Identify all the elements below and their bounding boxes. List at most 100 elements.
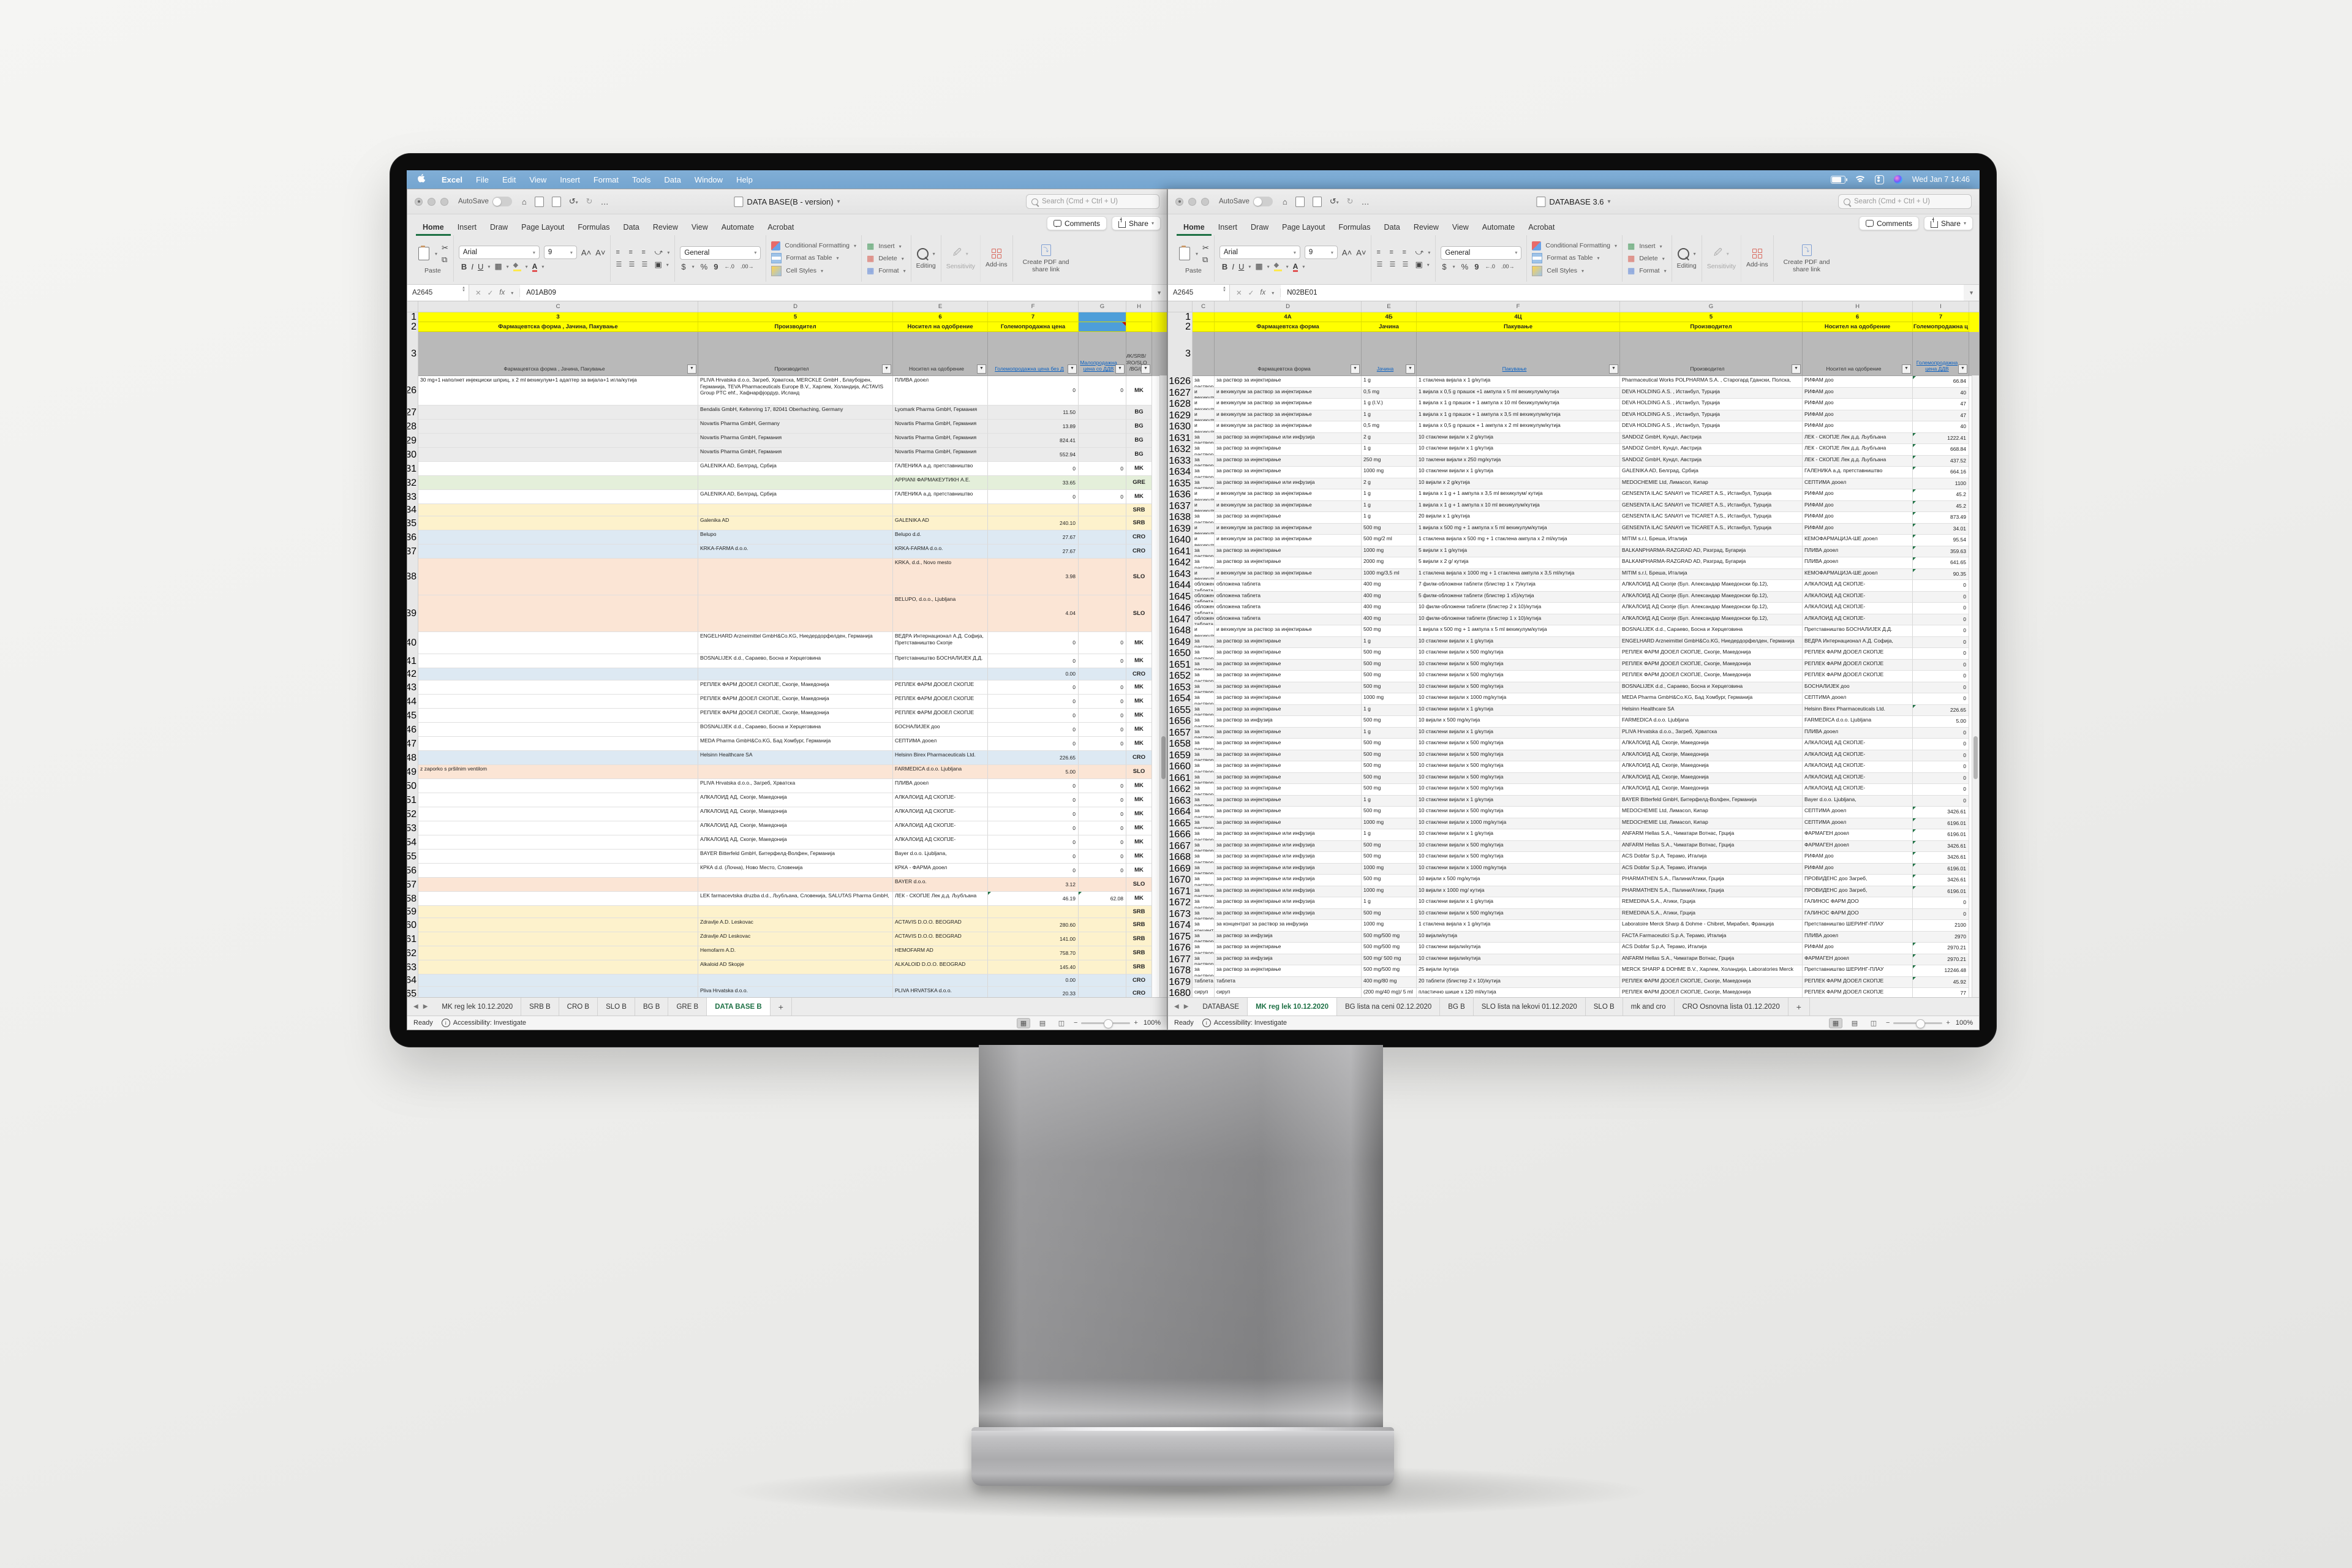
cell[interactable] — [1079, 765, 1126, 779]
cell[interactable]: за раствор за инјектирање — [1193, 772, 1215, 784]
cell[interactable]: 6196.01 — [1913, 863, 1969, 875]
cell[interactable]: 5 филм-обложени таблети (блистер 1 х5)/к… — [1417, 591, 1620, 603]
cell[interactable]: за раствор за инјектирање — [1215, 693, 1362, 705]
cell[interactable]: за раствор за инјектирање — [1215, 784, 1362, 796]
cell[interactable]: MK — [1126, 793, 1152, 807]
menu-item-insert[interactable]: Insert — [560, 175, 580, 184]
cell[interactable]: 500 mg — [1362, 671, 1417, 682]
cell[interactable]: Galenika AD — [698, 516, 893, 530]
normal-view-button[interactable]: ▦ — [1016, 1017, 1030, 1028]
cell[interactable]: 4Б — [1362, 312, 1417, 322]
cell[interactable] — [418, 918, 698, 932]
cell[interactable]: за раствор за инјектирање — [1215, 772, 1362, 784]
cell[interactable]: BAYER Bitterfeld GmbH, Битерфелд-Волфен,… — [698, 850, 893, 864]
battery-icon[interactable] — [1830, 175, 1847, 184]
cell[interactable]: 0 — [1913, 580, 1969, 592]
cell[interactable]: ENGELHARD Arzneimittel GmbH&Co.KG, Ниеде… — [1620, 636, 1803, 648]
sheet-next-icon[interactable]: ▶ — [1183, 1003, 1189, 1010]
increase-decimal-icon[interactable]: ←.0 — [724, 263, 734, 270]
row-header[interactable]: 1678 — [1168, 965, 1193, 977]
search-input[interactable]: Search (Cmd + Ctrl + U) — [1026, 194, 1159, 209]
cell[interactable]: 0 — [1079, 723, 1126, 737]
cell[interactable]: за раствор за инјектирање — [1215, 467, 1362, 478]
cell[interactable]: РИФАМ доо — [1803, 399, 1913, 410]
row-header[interactable]: 1659 — [407, 906, 418, 918]
cell[interactable]: BG — [1126, 405, 1152, 420]
cell-styles-button[interactable]: Cell Styles ▾ — [1532, 265, 1617, 276]
cell[interactable]: 10 филм-обложени таблети (блистер 2 х 10… — [1417, 603, 1620, 614]
ribbon-tab-data[interactable]: Data — [623, 223, 639, 232]
cell[interactable]: за раствор за инјектирање — [1193, 671, 1215, 682]
filter-button[interactable]: ▼ — [1609, 364, 1618, 374]
cell[interactable]: таблета — [1193, 976, 1215, 988]
row-header[interactable]: 1633 — [407, 490, 418, 504]
zoom-button[interactable] — [1201, 197, 1209, 206]
cell[interactable]: (200 mg/40 mg)/ 5 ml — [1362, 988, 1417, 997]
cell[interactable] — [1079, 504, 1126, 516]
row-header[interactable]: 3 — [1168, 332, 1193, 376]
cell[interactable]: РЕПЛЕК ФАРМ ДООЕЛ СКОПЈЕ, Скопје, Македо… — [698, 680, 893, 695]
row-header[interactable]: 1660 — [407, 918, 418, 932]
cell[interactable]: 0 — [988, 835, 1079, 850]
cell[interactable]: 10 стаклени вијали х 1 g/кутија — [1417, 829, 1620, 841]
cell[interactable]: PLIVA Hrvatska d.o.o, Загреб, Хрватска, … — [698, 376, 893, 405]
cell[interactable]: 10 стаклени вијали х 500 mg/кутија — [1417, 648, 1620, 660]
cell[interactable]: 226.65 — [988, 751, 1079, 765]
sheet-tab[interactable]: BG lista na ceni 02.12.2020 — [1337, 998, 1441, 1016]
cell[interactable]: ГАЛЕНИКА а.д. претставништво — [893, 490, 988, 504]
ribbon-tab-review[interactable]: Review — [1413, 223, 1439, 232]
row-header[interactable]: 1663 — [407, 960, 418, 974]
merge-icon[interactable]: ▣ — [654, 260, 662, 269]
cell[interactable] — [1079, 420, 1126, 434]
align-left-icon[interactable]: ☰ — [616, 260, 622, 268]
cell[interactable]: и вехикулум за раствор за инјектирање — [1193, 421, 1215, 433]
cell[interactable]: 280.60 — [988, 918, 1079, 932]
cell[interactable]: ГАЛИНОС ФАРМ ДОО — [1803, 908, 1913, 920]
row-header[interactable]: 1629 — [407, 434, 418, 448]
cell[interactable]: Belupo — [698, 530, 893, 545]
cell[interactable]: 1 вијала х 1 g + 1 ампула х 10 ml вехику… — [1417, 500, 1620, 512]
cell[interactable]: РИФАМ доо — [1803, 387, 1913, 399]
column-header-D[interactable]: D — [698, 301, 893, 312]
row-header[interactable]: 1639 — [407, 595, 418, 632]
cell[interactable]: ЛЕК - СКОПЈЕ Лек д.д. Љубљана — [1803, 444, 1913, 456]
cell[interactable]: 20 вијали х 1 g/кутија — [1417, 512, 1620, 524]
cell[interactable]: BG — [1126, 434, 1152, 448]
cell[interactable]: 500 mg — [1362, 772, 1417, 784]
cell[interactable]: за раствор за инјектирање или инфузија — [1193, 863, 1215, 875]
cell[interactable]: 2970 — [1913, 931, 1969, 943]
conditional-formatting-button[interactable]: Conditional Formatting ▾ — [1532, 241, 1617, 251]
cell[interactable]: за раствор за инјектирање или инфузија — [1215, 840, 1362, 852]
table-row[interactable]: 1657 BAYER d.o.o.3.12 SLO — [407, 878, 1167, 892]
zoom-slider[interactable] — [1893, 1019, 1943, 1028]
cell[interactable]: 0 — [988, 632, 1079, 654]
cell[interactable]: за раствор за инјектирање — [1193, 444, 1215, 456]
close-button[interactable] — [1175, 197, 1183, 206]
cell[interactable]: 641.65 — [1913, 557, 1969, 569]
cell[interactable]: 1 вијала х 1 g + 1 ампула х 3,5 ml вехик… — [1417, 489, 1620, 501]
sheet-tab[interactable]: CRO B — [559, 998, 598, 1016]
cell[interactable]: GENSENTA ILAC SANAYI ve TICARET A.S., Ис… — [1620, 489, 1803, 501]
cell[interactable]: MK — [1126, 835, 1152, 850]
cell[interactable]: АЛКАЛОИД АД СКОПЈЕ- — [1803, 784, 1913, 796]
sheet-tab[interactable]: SLO B — [598, 998, 635, 1016]
cell[interactable]: и вехикулум за раствор за инјектирање — [1193, 500, 1215, 512]
cell[interactable]: 20.33 — [988, 987, 1079, 997]
cell[interactable]: 758.70 — [988, 946, 1079, 960]
traffic-lights[interactable] — [1175, 197, 1209, 206]
cell[interactable]: 0 — [988, 793, 1079, 807]
status-accessibility[interactable]: Accessibility: Investigate — [453, 1019, 527, 1027]
cell[interactable]: DEVA HOLDING A.S. , Истанбул, Турција — [1620, 387, 1803, 399]
apple-logo-icon[interactable] — [418, 173, 426, 186]
cell[interactable]: АЛКАЛОИД АД Скопје (Бул. Александар Маке… — [1620, 580, 1803, 592]
row-header[interactable]: 1665 — [407, 987, 418, 997]
cell[interactable]: MK — [1126, 709, 1152, 723]
cell[interactable]: за раствор за инјектирање или инфузија — [1193, 852, 1215, 864]
cell[interactable]: 45.92 — [1913, 976, 1969, 988]
cell[interactable]: BALKANPHARMA-RAZGRAD AD, Разград, Бугари… — [1620, 546, 1803, 557]
